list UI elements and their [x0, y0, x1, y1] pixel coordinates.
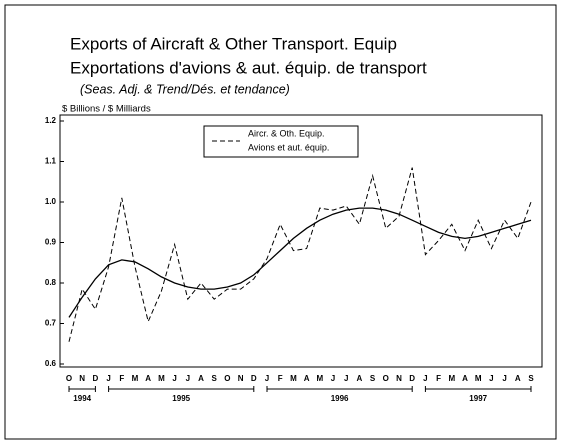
- y-tick-label: 1.2: [45, 116, 57, 125]
- x-tick-label: S: [212, 374, 218, 383]
- y-tick-label: 0.9: [45, 238, 57, 247]
- x-tick-label: O: [66, 374, 72, 383]
- y-tick-label: 0.8: [45, 278, 57, 287]
- subtitle: (Seas. Adj. & Trend/Dés. et tendance): [80, 82, 290, 96]
- x-tick-label: J: [106, 374, 110, 383]
- y-tick-label: 0.6: [45, 359, 57, 368]
- y-tick-label: 1.1: [45, 157, 57, 166]
- x-tick-label: M: [290, 374, 297, 383]
- x-tick-label: J: [331, 374, 335, 383]
- y-tick-label: 1.0: [45, 197, 57, 206]
- x-tick-label: M: [316, 374, 323, 383]
- chart-title: Exports of Aircraft & Other Transport. E…: [70, 34, 397, 53]
- year-label: 1996: [331, 394, 349, 403]
- legend-box: [203, 125, 359, 158]
- x-tick-label: O: [224, 374, 230, 383]
- x-tick-label: N: [396, 374, 402, 383]
- x-tick-label: J: [344, 374, 348, 383]
- year-label: 1994: [73, 394, 91, 403]
- x-tick-label: D: [251, 374, 257, 383]
- legend-label-fr: Avions et aut. équip.: [248, 142, 329, 152]
- x-tick-label: A: [198, 374, 204, 383]
- seasonal-line: [68, 167, 532, 342]
- x-tick-label: S: [528, 374, 534, 383]
- x-tick-label: S: [370, 374, 376, 383]
- x-tick-label: F: [436, 374, 441, 383]
- x-tick-label: M: [158, 374, 165, 383]
- x-tick-label: D: [409, 374, 415, 383]
- x-tick-label: F: [278, 374, 283, 383]
- frame: [4, 4, 557, 440]
- x-tick-label: O: [383, 374, 389, 383]
- x-tick-label: M: [132, 374, 139, 383]
- x-tick-label: M: [475, 374, 482, 383]
- x-tick-label: J: [172, 374, 176, 383]
- year-label: 1997: [469, 394, 487, 403]
- x-tick-label: J: [265, 374, 269, 383]
- trend-line: [68, 207, 532, 318]
- plot-frame: [59, 114, 543, 368]
- x-tick-label: D: [93, 374, 99, 383]
- y-axis-label: $ Billions / $ Milliards: [62, 104, 151, 115]
- x-tick-label: J: [186, 374, 190, 383]
- x-tick-label: J: [423, 374, 427, 383]
- x-tick-label: A: [145, 374, 151, 383]
- x-tick-label: A: [515, 374, 521, 383]
- y-tick-label: 0.7: [45, 319, 57, 328]
- x-tick-label: N: [238, 374, 244, 383]
- x-tick-label: A: [304, 374, 310, 383]
- legend-label: Aircr. & Oth. Equip.: [248, 128, 325, 138]
- x-tick-label: N: [79, 374, 85, 383]
- year-label: 1995: [172, 394, 190, 403]
- chart-title-fr: Exportations d'avions & aut. équip. de t…: [70, 58, 427, 77]
- x-tick-label: F: [119, 374, 124, 383]
- x-tick-label: A: [462, 374, 468, 383]
- x-tick-label: J: [502, 374, 506, 383]
- x-tick-label: A: [357, 374, 363, 383]
- x-tick-label: M: [448, 374, 455, 383]
- x-tick-label: J: [489, 374, 493, 383]
